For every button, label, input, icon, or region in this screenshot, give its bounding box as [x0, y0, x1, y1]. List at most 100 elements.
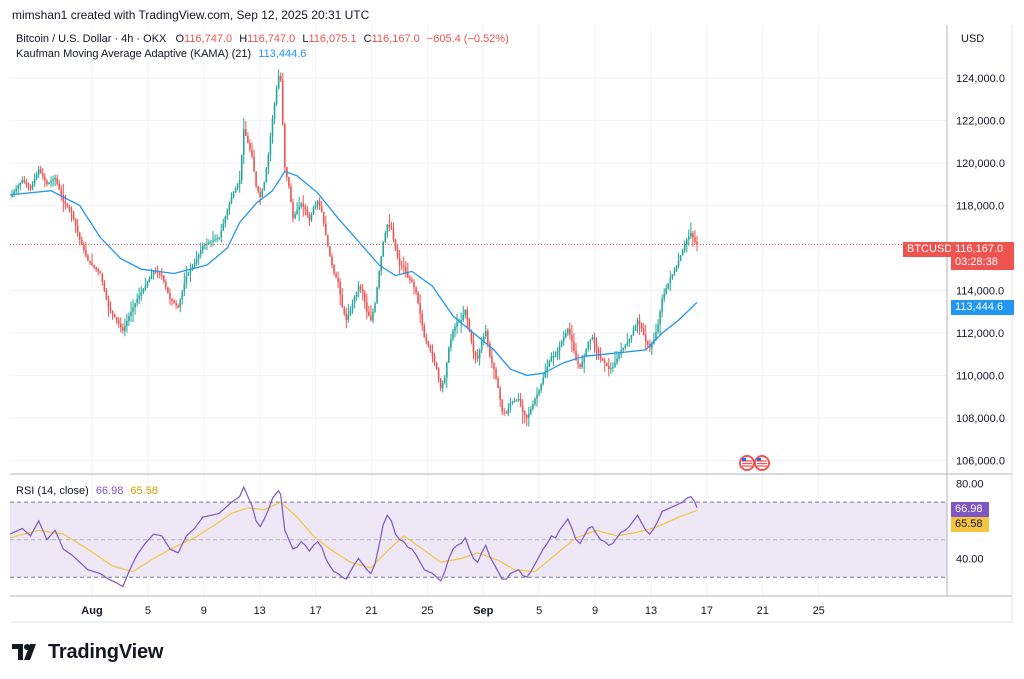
candle-body	[466, 309, 469, 321]
low-value: 116,075.1	[308, 33, 357, 45]
candle-body	[515, 399, 518, 401]
rsi-tick-label: 40.00	[956, 553, 984, 565]
candle-body	[614, 362, 616, 367]
candle-body	[199, 250, 202, 255]
tradingview-logo[interactable]: TradingView	[12, 640, 163, 664]
price-tick-label: 114,000.0	[956, 285, 1004, 297]
candle-body	[148, 278, 151, 283]
rsi-line	[9, 485, 698, 588]
candle-body	[261, 189, 264, 198]
price-axis[interactable]: 124,000.0 122,000.0 120,000.0 118,000.0 116,…	[956, 73, 1005, 467]
candle-body	[585, 348, 588, 357]
candle-body	[415, 287, 417, 293]
candle-body	[80, 239, 83, 245]
candle-body	[673, 271, 676, 275]
candle-body	[425, 337, 428, 342]
candle-body	[320, 206, 323, 212]
candle-body	[23, 180, 26, 183]
time-tick-label: 13	[254, 605, 266, 617]
candle-body	[183, 283, 186, 292]
price-tick-label: 106,000.0	[956, 455, 1005, 467]
candle-body	[310, 214, 313, 221]
candle-body	[636, 320, 639, 326]
candle-body	[618, 354, 620, 359]
candle-body	[218, 237, 220, 239]
price-tick-label: 108,000.0	[956, 413, 1005, 425]
close-value: 116,167.0	[371, 33, 420, 45]
candle-body	[128, 315, 130, 321]
symbol-legend[interactable]: Bitcoin / U.S. Dollar · 4h · OKX O116,74…	[16, 33, 509, 45]
candle-body	[464, 309, 467, 315]
candle-body	[450, 339, 452, 348]
candle-body	[501, 399, 503, 412]
candle-body	[513, 400, 516, 402]
price-tick-label: 124,000.0	[956, 73, 1005, 85]
candle-body	[27, 184, 30, 187]
candle-body	[349, 309, 352, 315]
symbol-title: Bitcoin / U.S. Dollar · 4h · OKX	[16, 33, 167, 45]
candle-body	[214, 239, 216, 241]
candle-body	[675, 266, 678, 272]
candle-body	[556, 351, 559, 357]
economic-event-icon[interactable]	[754, 455, 770, 471]
candle-body	[679, 255, 682, 261]
candle-body	[314, 204, 317, 208]
candle-body	[312, 207, 315, 215]
candle-body	[692, 233, 694, 238]
candle-body	[13, 191, 15, 195]
candle-body	[126, 320, 128, 326]
candle-body	[462, 314, 465, 321]
candle-body	[46, 180, 48, 185]
candle-body	[279, 75, 282, 81]
candle-body	[368, 311, 370, 316]
candle-body	[31, 183, 34, 189]
candle-body	[58, 183, 61, 190]
candle-body	[544, 372, 547, 378]
candle-body	[597, 349, 600, 355]
candle-body	[372, 311, 374, 321]
candle-body	[685, 239, 688, 245]
candle-body	[409, 277, 411, 280]
price-grid	[10, 77, 947, 461]
candle-body	[646, 341, 649, 345]
candle-body	[400, 264, 403, 267]
candle-body	[179, 299, 182, 308]
candle-body	[507, 408, 510, 414]
candle-body	[292, 202, 294, 219]
kama-legend[interactable]: Kaufman Moving Average Adaptive (KAMA) (…	[16, 48, 306, 60]
candle-body	[495, 369, 497, 379]
candle-body	[325, 223, 327, 236]
candle-body	[72, 211, 75, 219]
candle-body	[443, 377, 446, 383]
time-tick-label: 21	[365, 605, 377, 617]
candle-body	[138, 295, 140, 299]
kama-title: Kaufman Moving Average Adaptive (KAMA) (…	[16, 48, 252, 60]
rsi-axis[interactable]: 80.00 40.00	[956, 478, 984, 565]
rsi-legend[interactable]: RSI (14, close) 66.98 65.58	[16, 485, 158, 497]
candle-body	[343, 307, 346, 314]
candle-body	[136, 298, 138, 304]
candle-body	[587, 341, 590, 349]
candle-body	[306, 209, 309, 216]
candle-body	[322, 211, 325, 224]
economic-event-icon[interactable]	[739, 455, 755, 471]
candle-body	[216, 238, 218, 240]
candle-body	[546, 366, 549, 373]
rsi-tick-label: 80.00	[956, 478, 984, 490]
candle-body	[240, 154, 243, 181]
candle-body	[132, 307, 134, 312]
candle-body	[74, 218, 77, 226]
candle-body	[257, 186, 259, 192]
candle-body	[271, 118, 274, 137]
candle-body	[419, 303, 421, 314]
candle-body	[121, 327, 124, 331]
time-axis[interactable]: Aug 5 9 13 17 21 25 Sep 5 9 13 17 21 25	[81, 605, 825, 617]
candle-body	[417, 292, 419, 304]
candle-body	[251, 149, 253, 157]
candle-body	[48, 182, 50, 185]
candle-body	[195, 258, 198, 263]
candle-body	[87, 255, 89, 261]
candle-body	[107, 298, 110, 308]
currency-label[interactable]: USD	[961, 33, 985, 45]
